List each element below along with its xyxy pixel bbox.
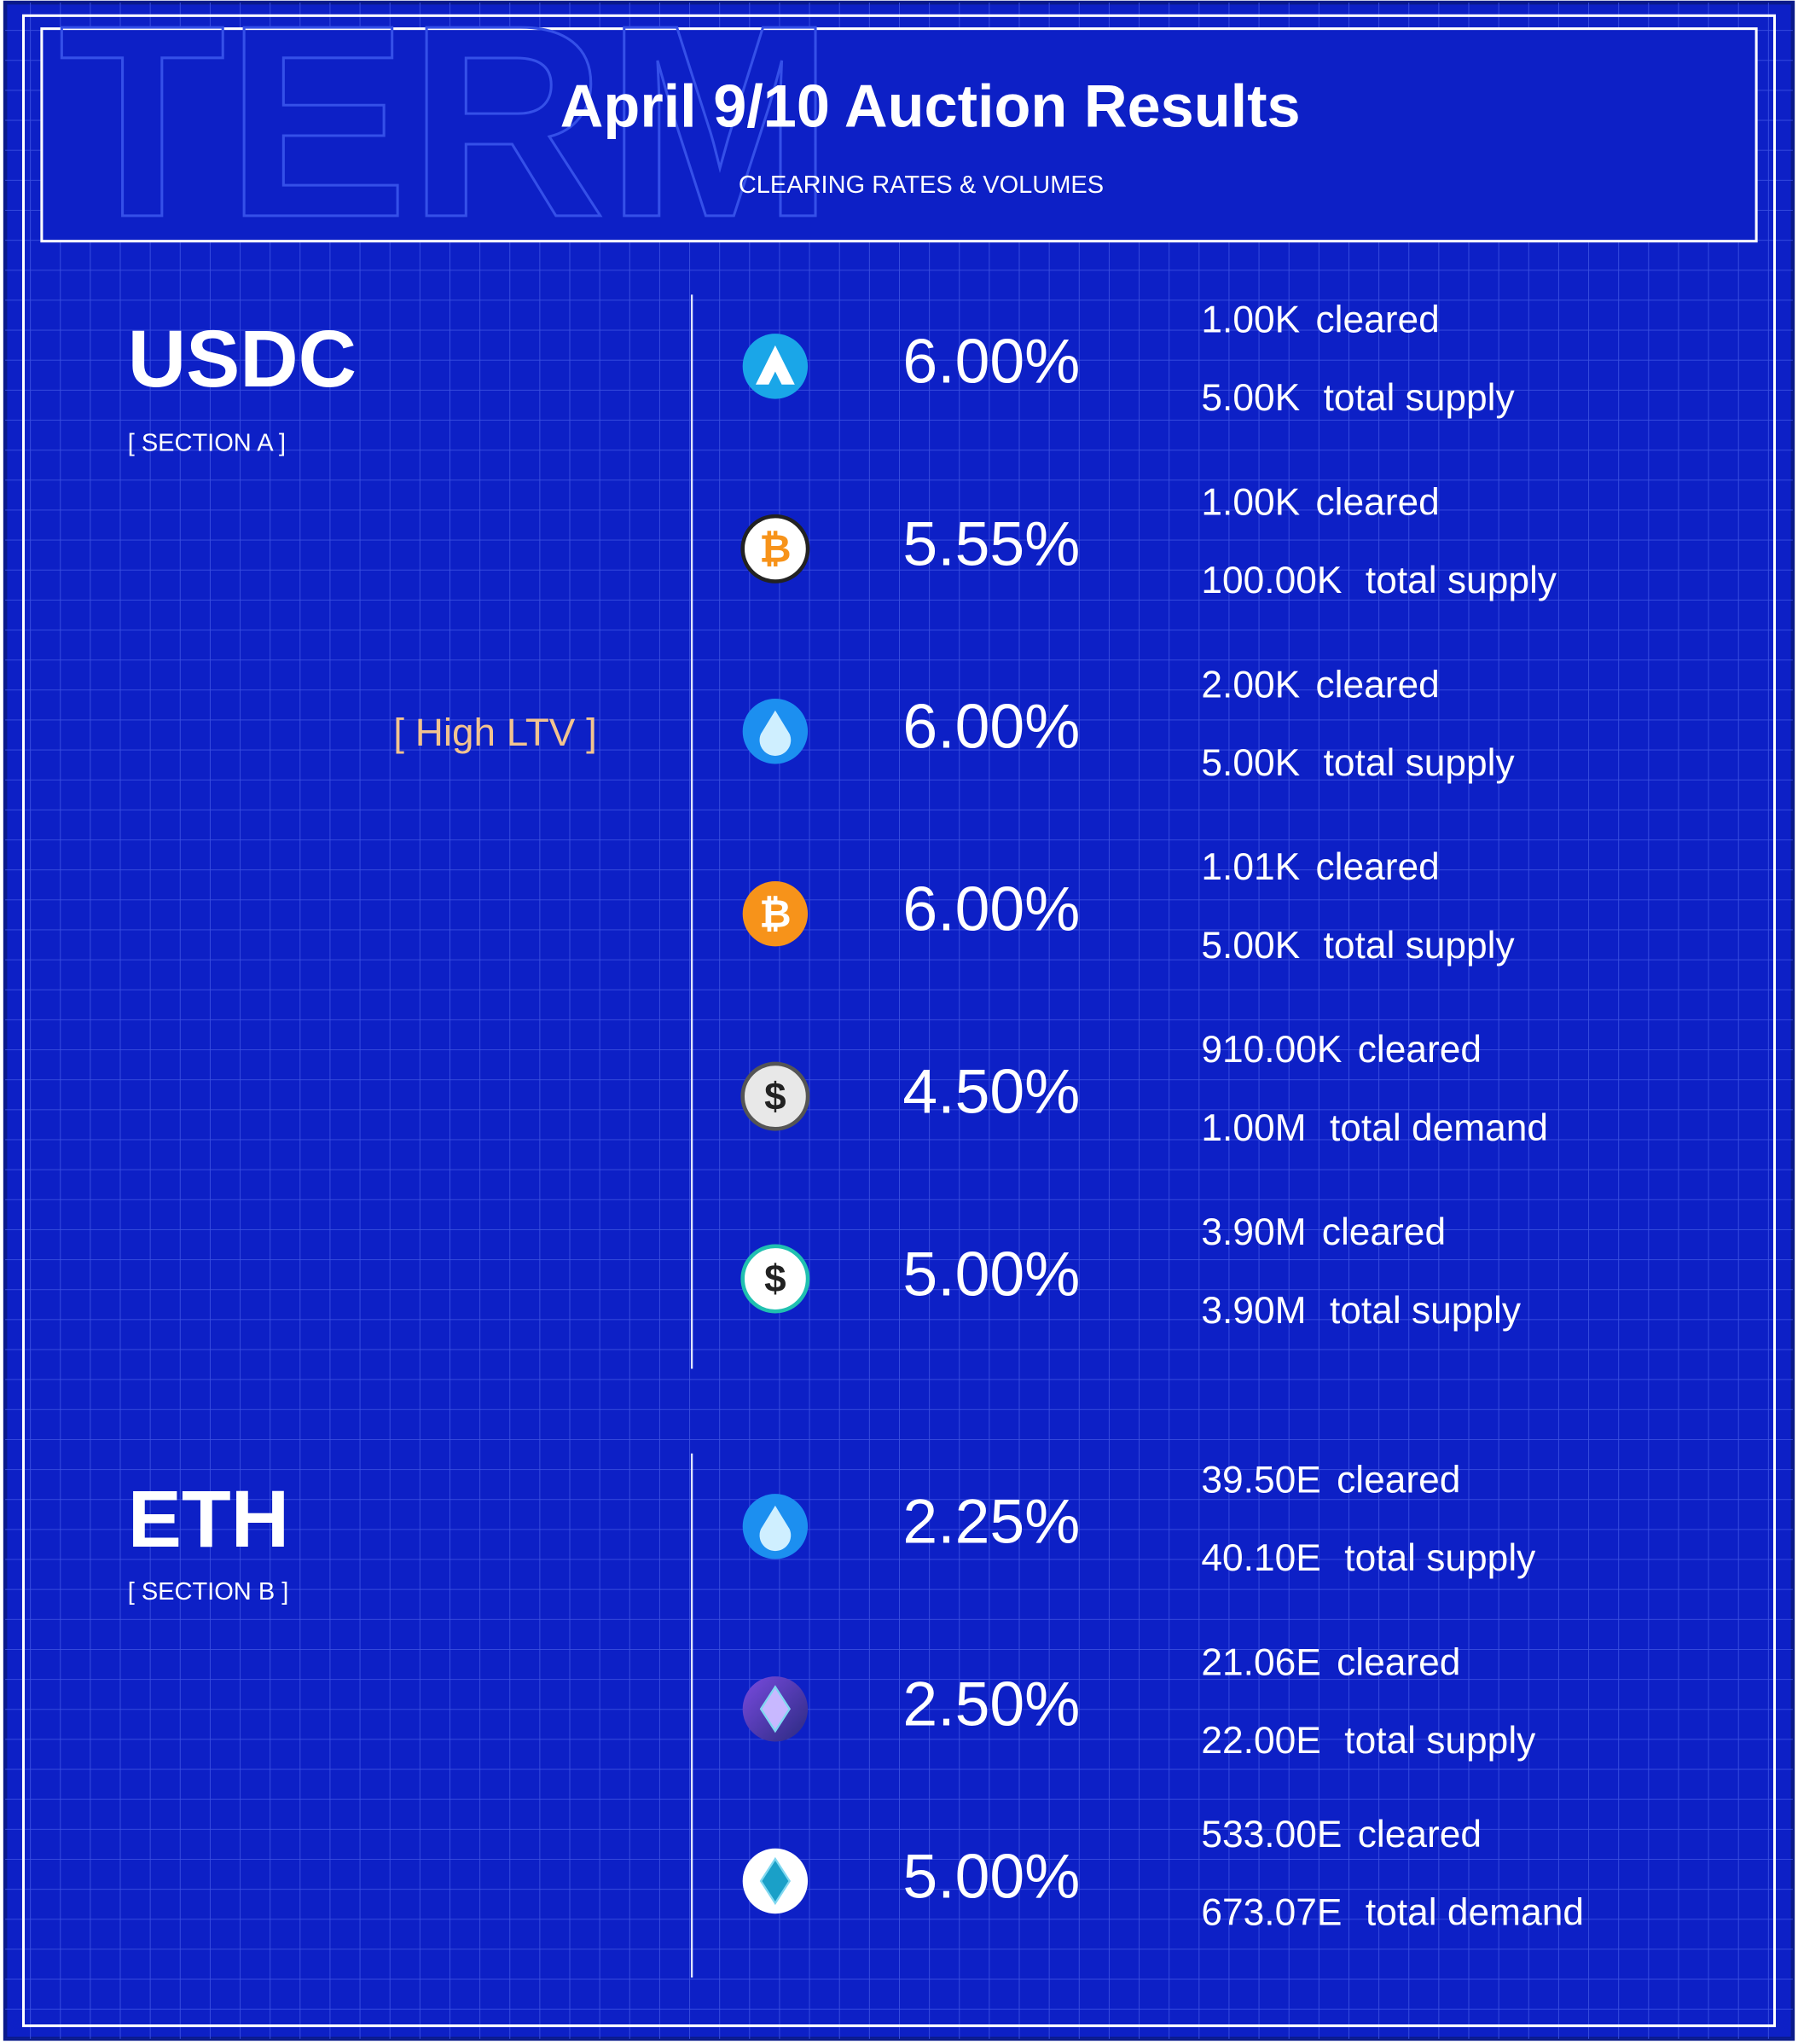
asset-glyph bbox=[759, 1505, 792, 1552]
cleared-label: cleared bbox=[1315, 846, 1439, 888]
cleared: 1.00K cleared bbox=[1201, 481, 1439, 523]
total-label: total supply bbox=[1344, 1537, 1536, 1579]
asset-glyph: ₿ bbox=[759, 891, 791, 935]
asset-icon bbox=[742, 880, 809, 947]
header-box bbox=[40, 27, 1758, 243]
rate: 6.00% bbox=[902, 874, 1080, 944]
asset-glyph bbox=[755, 345, 795, 385]
cleared: 21.06E cleared bbox=[1201, 1641, 1460, 1683]
cleared-amount: 21.06E bbox=[1201, 1641, 1320, 1683]
cleared-label: cleared bbox=[1358, 1029, 1482, 1071]
cleared-label: cleared bbox=[1315, 481, 1439, 523]
cleared: 2.00K cleared bbox=[1201, 664, 1439, 706]
rate: 4.50% bbox=[902, 1056, 1080, 1126]
section-name: USDC bbox=[128, 314, 357, 404]
total: 3.90M total supply bbox=[1201, 1289, 1521, 1331]
cleared: 39.50E cleared bbox=[1201, 1459, 1460, 1501]
total-amount: 5.00K bbox=[1201, 742, 1300, 784]
total-amount: 100.00K bbox=[1201, 560, 1342, 601]
cleared-amount: 39.50E bbox=[1201, 1459, 1320, 1501]
section-name: ETH bbox=[128, 1474, 289, 1565]
total-label: total supply bbox=[1330, 1289, 1522, 1331]
cleared-amount: 1.01K bbox=[1201, 846, 1300, 888]
title: April 9/10 Auction Results bbox=[560, 72, 1301, 139]
asset-glyph: $ bbox=[764, 1074, 786, 1118]
cleared: 1.00K cleared bbox=[1201, 299, 1439, 340]
cleared: 3.90M cleared bbox=[1201, 1211, 1446, 1253]
total-label: total supply bbox=[1366, 560, 1557, 601]
total-amount: 1.00M bbox=[1201, 1107, 1306, 1149]
asset-glyph bbox=[759, 1856, 792, 1906]
total: 40.10E total supply bbox=[1201, 1537, 1536, 1579]
section-label: [ SECTION A ] bbox=[128, 430, 286, 457]
total-amount: 40.10E bbox=[1201, 1537, 1320, 1579]
cleared-amount: 1.00K bbox=[1201, 299, 1300, 340]
total-label: total supply bbox=[1344, 1720, 1536, 1762]
total-amount: 22.00E bbox=[1201, 1720, 1320, 1762]
cleared: 1.01K cleared bbox=[1201, 846, 1439, 888]
total: 100.00K total supply bbox=[1201, 560, 1557, 601]
asset-glyph: ₿ bbox=[759, 526, 791, 570]
total-label: total supply bbox=[1324, 925, 1516, 967]
total: 673.07E total demand bbox=[1201, 1891, 1584, 1933]
rate: 5.55% bbox=[902, 509, 1080, 579]
asset-icon bbox=[740, 1061, 810, 1131]
grid-bg bbox=[5, 3, 1793, 2039]
rate: 6.00% bbox=[902, 327, 1080, 397]
asset-icon bbox=[740, 1244, 810, 1314]
watermark: TERM bbox=[59, 0, 834, 274]
cleared-label: cleared bbox=[1337, 1641, 1460, 1683]
total: 1.00M total demand bbox=[1201, 1107, 1548, 1149]
total-label: total demand bbox=[1330, 1107, 1548, 1149]
rate: 6.00% bbox=[902, 692, 1080, 762]
asset-glyph: $ bbox=[764, 1257, 786, 1300]
total-amount: 5.00K bbox=[1201, 377, 1300, 419]
rate: 2.25% bbox=[902, 1487, 1080, 1557]
subtitle: CLEARING RATES & VOLUMES bbox=[739, 171, 1104, 199]
asset-glyph bbox=[759, 1685, 792, 1733]
total: 22.00E total supply bbox=[1201, 1720, 1536, 1762]
rate: 5.00% bbox=[902, 1841, 1080, 1911]
cleared: 533.00E cleared bbox=[1201, 1814, 1482, 1855]
cleared-label: cleared bbox=[1315, 664, 1439, 706]
total: 5.00K total supply bbox=[1201, 377, 1515, 419]
total-amount: 5.00K bbox=[1201, 925, 1300, 967]
cleared: 910.00K cleared bbox=[1201, 1029, 1482, 1071]
inner-border bbox=[21, 14, 1777, 2028]
asset-icon bbox=[740, 514, 810, 584]
rate: 5.00% bbox=[902, 1239, 1080, 1309]
cleared-amount: 533.00E bbox=[1201, 1814, 1342, 1855]
total: 5.00K total supply bbox=[1201, 742, 1515, 784]
cleared-amount: 2.00K bbox=[1201, 664, 1300, 706]
cleared-amount: 3.90M bbox=[1201, 1211, 1306, 1253]
cleared-label: cleared bbox=[1358, 1814, 1482, 1855]
rate: 2.50% bbox=[902, 1669, 1080, 1739]
cleared-label: cleared bbox=[1337, 1459, 1460, 1501]
cleared-label: cleared bbox=[1315, 299, 1439, 340]
total-label: total supply bbox=[1324, 742, 1516, 784]
sections: USDC [ SECTION A ] [ High LTV ] 6.00% 1.00K c… bbox=[128, 294, 1584, 1978]
cleared-amount: 910.00K bbox=[1201, 1029, 1342, 1071]
total-label: total demand bbox=[1366, 1891, 1584, 1933]
total-amount: 673.07E bbox=[1201, 1891, 1342, 1933]
cleared-amount: 1.00K bbox=[1201, 481, 1300, 523]
section-label: [ SECTION B ] bbox=[128, 1578, 289, 1606]
total-label: total supply bbox=[1324, 377, 1516, 419]
total: 5.00K total supply bbox=[1201, 925, 1515, 967]
asset-glyph bbox=[759, 710, 792, 756]
total-amount: 3.90M bbox=[1201, 1289, 1306, 1331]
section-note: [ High LTV ] bbox=[393, 711, 597, 754]
cleared-label: cleared bbox=[1322, 1211, 1446, 1253]
